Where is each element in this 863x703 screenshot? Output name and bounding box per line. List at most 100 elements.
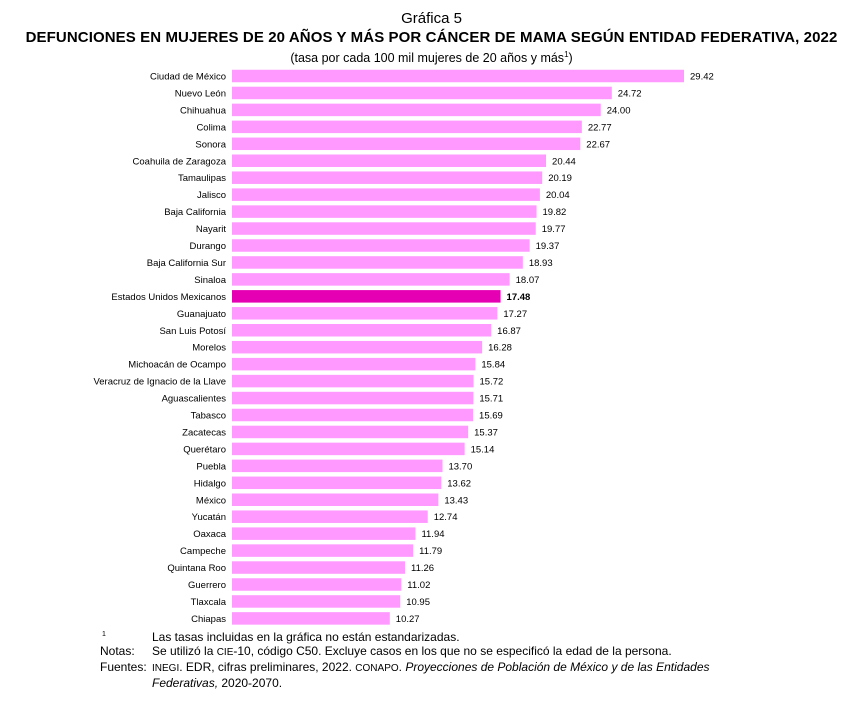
category-label: Morelos bbox=[192, 343, 226, 354]
bar bbox=[232, 273, 510, 286]
category-label: Michoacán de Ocampo bbox=[128, 360, 226, 371]
bar-row: Coahuila de Zaragoza 20.44 bbox=[133, 154, 576, 167]
notas-label: Notas: bbox=[100, 644, 135, 658]
footnote-text: Las tasas incluidas en la gráfica no est… bbox=[152, 630, 460, 644]
bar-row: Colima 22.77 bbox=[196, 120, 612, 133]
category-label: Baja California bbox=[164, 207, 226, 218]
bar-row: Nayarit 19.77 bbox=[196, 222, 566, 235]
bar bbox=[232, 493, 439, 506]
bar-row: Nuevo León 24.72 bbox=[175, 86, 642, 100]
bar-row: Jalisco 20.04 bbox=[197, 188, 570, 201]
value-label: 20.19 bbox=[548, 173, 572, 184]
bar bbox=[232, 459, 443, 473]
bar-row: Tamaulipas 20.19 bbox=[178, 171, 572, 184]
bar bbox=[232, 476, 442, 490]
bar bbox=[232, 578, 402, 591]
value-label: 11.94 bbox=[421, 529, 444, 540]
bar-row: Baja California 19.82 bbox=[164, 205, 566, 218]
bar-row: Chiapas 10.27 bbox=[191, 612, 420, 625]
value-label: 20.04 bbox=[546, 190, 570, 201]
bar-row: Michoacán de Ocampo 15.84 bbox=[128, 357, 505, 371]
bar-row: Ciudad de México 29.42 bbox=[150, 69, 714, 83]
bar-row: Guerrero 11.02 bbox=[188, 578, 430, 591]
value-label: 12.74 bbox=[434, 512, 458, 523]
value-label: 10.95 bbox=[406, 597, 430, 608]
bar bbox=[232, 103, 601, 117]
category-label: Durango bbox=[190, 241, 226, 252]
bar bbox=[232, 239, 530, 252]
value-label: 15.37 bbox=[474, 427, 498, 438]
value-label: 10.27 bbox=[396, 614, 420, 625]
subtitle-end: ) bbox=[568, 51, 573, 66]
value-label: 17.48 bbox=[507, 292, 531, 303]
bar-row: Sinaloa 18.07 bbox=[194, 273, 539, 286]
bar bbox=[232, 137, 581, 151]
bar bbox=[232, 442, 465, 456]
value-label: 15.71 bbox=[479, 394, 503, 405]
category-label: Baja California Sur bbox=[147, 258, 226, 269]
value-label: 15.84 bbox=[481, 360, 505, 371]
category-label: México bbox=[196, 495, 226, 506]
bar-row: Zacatecas 15.37 bbox=[182, 425, 498, 439]
category-label: Yucatán bbox=[192, 512, 226, 523]
category-label: Tlaxcala bbox=[191, 597, 227, 608]
category-label: Nuevo León bbox=[175, 88, 226, 99]
chart-notes: 1 Las tasas incluidas en la gráfica no e… bbox=[100, 630, 732, 690]
category-label: Chihuahua bbox=[180, 105, 227, 116]
fuentes-publication: Proyecciones de Población de México y de… bbox=[152, 660, 710, 690]
bar bbox=[232, 357, 476, 371]
bar bbox=[232, 86, 612, 100]
category-label: Tabasco bbox=[191, 411, 226, 422]
bar bbox=[232, 171, 543, 184]
bar-chart: Ciudad de México 29.42 Nuevo León 24.72 Chih… bbox=[93, 69, 714, 625]
bar bbox=[232, 425, 469, 439]
bar bbox=[232, 595, 401, 608]
category-label: Sonora bbox=[195, 139, 226, 150]
value-label: 20.44 bbox=[552, 156, 576, 167]
bar-row: Hidalgo 13.62 bbox=[194, 476, 471, 490]
bar bbox=[232, 374, 474, 388]
value-label: 18.07 bbox=[516, 275, 540, 286]
bar-row: Morelos 16.28 bbox=[192, 340, 512, 354]
bar bbox=[232, 561, 405, 574]
fuentes-label: Fuentes: bbox=[100, 660, 147, 674]
category-label: Jalisco bbox=[197, 190, 226, 201]
subtitle-text: (tasa por cada 100 mil mujeres de 20 año… bbox=[290, 51, 565, 66]
category-label: San Luis Potosí bbox=[159, 326, 226, 337]
value-label: 19.82 bbox=[543, 207, 567, 218]
category-label: Sinaloa bbox=[194, 275, 226, 286]
fuentes-conapo: CONAPO bbox=[355, 663, 399, 674]
bar bbox=[232, 307, 498, 320]
bar bbox=[232, 612, 390, 625]
value-label: 11.26 bbox=[411, 563, 434, 574]
bar bbox=[232, 544, 414, 557]
footnote-row: 1 Las tasas incluidas en la gráfica no e… bbox=[100, 630, 732, 644]
chart-header: Gráfica 5 DEFUNCIONES EN MUJERES DE 20 A… bbox=[0, 10, 863, 66]
bar bbox=[232, 324, 492, 337]
category-label: Ciudad de México bbox=[150, 72, 226, 83]
category-label: Coahuila de Zaragoza bbox=[133, 156, 227, 167]
bar-row: San Luis Potosí 16.87 bbox=[159, 324, 521, 337]
value-label: 19.77 bbox=[542, 224, 566, 235]
bar-row: Chihuahua 24.00 bbox=[180, 103, 631, 117]
bar bbox=[232, 222, 536, 235]
category-label: Querétaro bbox=[183, 444, 226, 455]
fuentes-text: INEGI. EDR, cifras preliminares, 2022. C… bbox=[152, 660, 732, 690]
value-label: 16.87 bbox=[497, 326, 521, 337]
fuentes-inegi: INEGI bbox=[152, 663, 180, 674]
category-label: Nayarit bbox=[196, 224, 226, 235]
category-label: Guerrero bbox=[188, 580, 226, 591]
value-label: 22.67 bbox=[586, 139, 610, 150]
value-label: 15.72 bbox=[480, 377, 504, 388]
value-label: 11.02 bbox=[407, 580, 430, 591]
category-label: Estados Unidos Mexicanos bbox=[111, 292, 226, 303]
chart-subtitle: (tasa por cada 100 mil mujeres de 20 año… bbox=[0, 47, 863, 66]
value-label: 29.42 bbox=[690, 72, 714, 83]
value-label: 24.72 bbox=[618, 88, 642, 99]
value-label: 16.28 bbox=[488, 343, 512, 354]
category-label: Hidalgo bbox=[194, 478, 226, 489]
bar-row: Querétaro 15.14 bbox=[183, 442, 494, 456]
bar-row: Aguascalientes 15.71 bbox=[162, 391, 503, 405]
value-label: 24.00 bbox=[607, 105, 631, 116]
value-label: 19.37 bbox=[536, 241, 560, 252]
